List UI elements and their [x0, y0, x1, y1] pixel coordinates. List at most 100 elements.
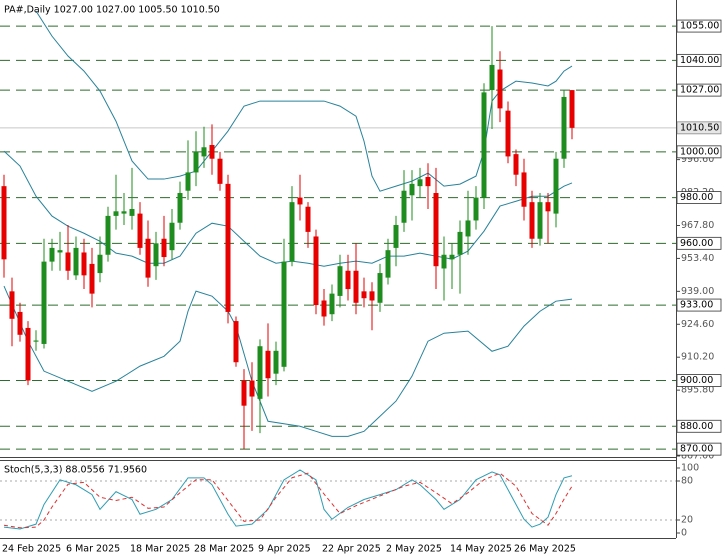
candle-body	[225, 183, 231, 312]
x-tick-label: 26 May 2025	[514, 544, 576, 555]
candle-body	[193, 151, 199, 173]
y-tick-label: 100	[681, 463, 699, 474]
x-tick-label: 22 Apr 2025	[322, 544, 381, 555]
y-tick-label: 967.80	[681, 220, 714, 231]
level-label: 933.00	[680, 300, 713, 311]
candle-body	[1, 186, 7, 260]
candle-body	[505, 110, 511, 157]
candle-body	[417, 179, 423, 187]
candle-body	[57, 250, 63, 253]
candle-body	[265, 350, 271, 379]
x-tick-label: 2 May 2025	[386, 544, 442, 555]
level-label: 880.00	[680, 421, 713, 432]
candle-body	[233, 321, 239, 363]
bollinger-band	[3, 285, 573, 437]
candle-body	[33, 340, 39, 342]
candle-body	[73, 247, 79, 276]
y-tick-label: 996.60	[681, 154, 714, 165]
candle-body	[449, 254, 455, 260]
candle-body	[481, 92, 487, 198]
candle-body	[569, 90, 575, 128]
y-tick-label: 939.00	[681, 286, 714, 297]
candle-body	[425, 177, 431, 187]
x-tick-label: 9 Apr 2025	[258, 544, 311, 555]
candle-body	[377, 273, 383, 303]
candle-body	[81, 252, 87, 276]
x-tick-label: 28 Mar 2025	[194, 544, 254, 555]
candle-body	[513, 154, 519, 175]
candle-body	[305, 206, 311, 232]
level-label: 1000.00	[680, 146, 719, 157]
candle-body	[313, 236, 319, 306]
candle-body	[561, 96, 567, 159]
x-tick-label: 6 Mar 2025	[66, 544, 120, 555]
candle-body	[249, 380, 255, 397]
candle-body	[217, 158, 223, 184]
candle-body	[153, 243, 159, 267]
candle-body	[201, 147, 207, 157]
candle-body	[369, 291, 375, 301]
stoch-title: Stoch(5,3,3) 88.0556 71.9560	[4, 465, 147, 476]
candle-body	[17, 311, 23, 335]
y-tick-label: 20	[681, 515, 693, 526]
candle-body	[25, 327, 31, 381]
candle-body	[97, 254, 103, 274]
y-tick-label: 80	[681, 476, 693, 487]
candle-body	[169, 222, 175, 251]
candle-body	[185, 172, 191, 191]
level-label: 1040.00	[680, 55, 719, 66]
level-label: 960.00	[680, 238, 713, 249]
candle-body	[441, 254, 447, 269]
candle-body	[337, 266, 343, 296]
y-tick-label: 910.20	[681, 352, 714, 363]
candle-body	[393, 225, 399, 248]
candle-body	[129, 209, 135, 216]
candle-body	[361, 291, 367, 299]
stoch-line	[3, 469, 573, 530]
candle-body	[41, 261, 47, 344]
x-tick-label: 24 Feb 2025	[2, 544, 61, 555]
candle-body	[553, 158, 559, 214]
candle-body	[353, 270, 359, 303]
candle-body	[529, 202, 535, 239]
candle-body	[401, 190, 407, 223]
candle-body	[177, 193, 183, 223]
candle-body	[489, 64, 495, 91]
level-label: 870.00	[680, 444, 713, 455]
candle-body	[457, 231, 463, 255]
candle-body	[321, 300, 327, 317]
candle-body	[65, 252, 71, 271]
axes: 867.00 895.80 910.20 924.60 939.00 953.40 967.…	[2, 19, 722, 555]
candle-body	[537, 202, 543, 239]
candle-body	[433, 193, 439, 267]
candle-body	[105, 215, 111, 255]
candle-body	[137, 213, 143, 248]
candle-body	[161, 238, 167, 258]
candle-body	[241, 380, 247, 406]
candle-body	[121, 211, 127, 214]
candle-body	[257, 346, 263, 399]
candle-body	[289, 202, 295, 262]
candle-body	[89, 263, 95, 294]
candle-body	[281, 261, 287, 367]
candle-body	[545, 202, 551, 212]
candle-body	[473, 197, 479, 221]
chart-title: PA#,Daily 1027.00 1027.00 1005.50 1010.5…	[4, 5, 220, 16]
candle-body	[497, 69, 503, 109]
candle-body	[209, 144, 215, 159]
y-tick-label: 924.60	[681, 319, 714, 330]
candle-body	[49, 247, 55, 262]
candle-body	[409, 183, 415, 196]
y-tick-label: 867.00	[681, 451, 714, 462]
candle-body	[9, 291, 15, 319]
candle-body	[345, 270, 351, 290]
level-label: 1027.00	[680, 85, 719, 96]
bollinger-band	[35, 10, 573, 192]
candle-body	[329, 293, 335, 315]
x-tick-label: 18 Mar 2025	[130, 544, 190, 555]
candle-body	[521, 172, 527, 207]
stoch-line	[3, 472, 573, 529]
last-price-label: 1010.50	[680, 122, 719, 133]
